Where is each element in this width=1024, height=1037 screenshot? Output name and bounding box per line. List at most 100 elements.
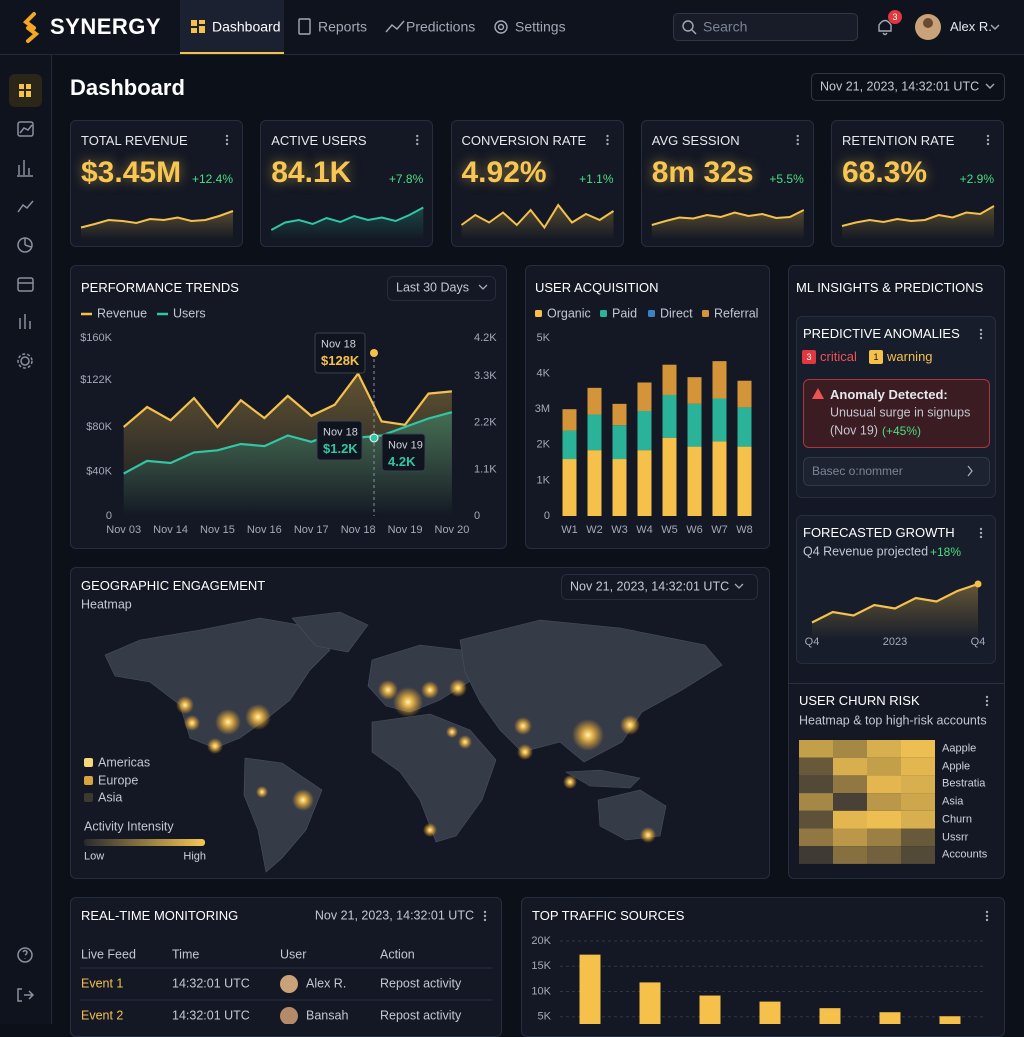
bar-segment [712, 361, 727, 399]
tick-label: $160K [80, 332, 112, 344]
tick-label: 5K [537, 332, 551, 344]
bar-segment [587, 387, 602, 415]
search-box[interactable] [673, 13, 858, 41]
x-tick-label: Nov 18 [341, 524, 376, 536]
table-cell: Repost activity [380, 976, 462, 991]
menu-dot [416, 142, 419, 146]
nav-icons [191, 18, 1000, 89]
bar [579, 954, 601, 1024]
x-tick-label: W4 [636, 524, 653, 536]
time-filter[interactable]: Last 30 Days [396, 280, 469, 295]
panel-title: REAL-TIME MONITORING [81, 908, 239, 924]
table-cell: Event 1 [81, 976, 124, 991]
row-avatars [280, 975, 298, 1024]
kpi-title: CONVERSION RATE [461, 133, 587, 149]
bar-segment [612, 459, 627, 516]
menu-dot [979, 336, 983, 340]
tooltip-value: 4.2K [388, 454, 416, 470]
menu-dot [985, 914, 989, 918]
x-tick-label: Nov 16 [247, 524, 282, 536]
tooltip-label: Nov 19 [388, 439, 423, 452]
tick-label: 3.3K [474, 370, 497, 382]
kpi-change: +5.5% [769, 171, 804, 186]
x-tick-label: W8 [736, 524, 753, 536]
bar [819, 1008, 841, 1024]
input-placeholder[interactable]: Basec o:nommer [812, 463, 903, 478]
account-label: Bestratia [942, 777, 986, 790]
timestamp: Nov 21, 2023, 14:32:01 UTC [314, 908, 474, 923]
kpi-title: AVG SESSION [651, 133, 740, 149]
hover-point [369, 433, 379, 443]
column-header: Live Feed [81, 947, 136, 962]
heatmap-cell [867, 846, 901, 864]
bar [699, 995, 721, 1024]
menu-dot [979, 535, 983, 539]
sparkline [651, 209, 805, 226]
legend-swatch [648, 310, 655, 317]
heatmap-cell [833, 775, 867, 794]
panel-title: PERFORMANCE TRENDS [81, 280, 239, 296]
logo: SYNERGY [50, 13, 162, 39]
kpi-title: RETENTION RATE [842, 133, 955, 149]
kpi-value: 84.1K [271, 156, 352, 189]
account-label: Asia [942, 795, 964, 808]
tooltip-value: $1.2K [323, 441, 358, 457]
menu-dot [979, 332, 983, 336]
tick-label: 0 [106, 510, 112, 522]
legend-label: Direct [660, 306, 693, 321]
continent [291, 611, 369, 653]
column-header: Action [380, 947, 415, 962]
menu-dot [606, 138, 609, 142]
scale-low: Low [84, 850, 105, 863]
sidebar-icons[interactable] [9, 74, 42, 1002]
line [123, 411, 453, 475]
user-name[interactable]: Alex R. [950, 19, 992, 35]
input-box[interactable] [803, 457, 990, 486]
geo-legend-swatches [84, 758, 205, 846]
date-picker[interactable]: Nov 21, 2023, 14:32:01 UTC [570, 579, 730, 594]
heatmap-cell [833, 793, 867, 811]
bar-segment [687, 377, 702, 404]
nav-item[interactable]: Predictions [406, 18, 476, 35]
bar-segment [662, 394, 677, 438]
date-picker[interactable]: Nov 21, 2023, 14:32:01 UTC [820, 79, 980, 94]
x-tick-label: W5 [661, 524, 678, 536]
sparkline [460, 203, 615, 230]
chevrons [478, 284, 973, 589]
panel-title: USER CHURN RISK [799, 693, 920, 709]
legend-label: Europe [98, 773, 139, 788]
geo-date-box[interactable] [561, 574, 758, 600]
nav-item[interactable]: Dashboard [212, 18, 281, 35]
heatmap-cell [901, 846, 935, 864]
x-tick-label: W1 [561, 524, 578, 536]
logo-icon [22, 12, 40, 43]
search-placeholder[interactable]: Search [703, 18, 748, 35]
nav-item[interactable]: Reports [318, 18, 368, 35]
kpi-value: 8m 32s [651, 156, 754, 189]
tooltip-label: Nov 18 [323, 426, 358, 439]
account-label: Ussrr [942, 830, 969, 843]
date-picker-box[interactable] [811, 73, 1005, 101]
menu-dot [796, 142, 799, 146]
menu-dot [606, 142, 609, 146]
area [812, 584, 978, 640]
legend-label: Asia [98, 790, 123, 805]
filter-box[interactable] [387, 276, 496, 301]
menu-dot [225, 142, 229, 146]
notification-badge[interactable]: 3 [888, 10, 902, 24]
continent [243, 757, 323, 873]
heatmap-cell [867, 828, 901, 847]
bar-segment [612, 403, 627, 426]
legend-label: Users [173, 306, 206, 321]
alert-icon [812, 388, 824, 399]
kpi-change: +2.9% [959, 171, 994, 186]
kpi-value: $3.45M [81, 156, 182, 189]
bar-segment [687, 446, 702, 516]
table-cell: 14:32:01 UTC [172, 1008, 250, 1023]
card-title: PREDICTIVE ANOMALIES [803, 326, 960, 342]
menu-dot [986, 134, 990, 138]
legend-swatch [600, 310, 607, 317]
tooltip-label: Nov 18 [321, 338, 356, 351]
menu-dot [225, 138, 229, 142]
nav-item[interactable]: Settings [515, 18, 566, 35]
